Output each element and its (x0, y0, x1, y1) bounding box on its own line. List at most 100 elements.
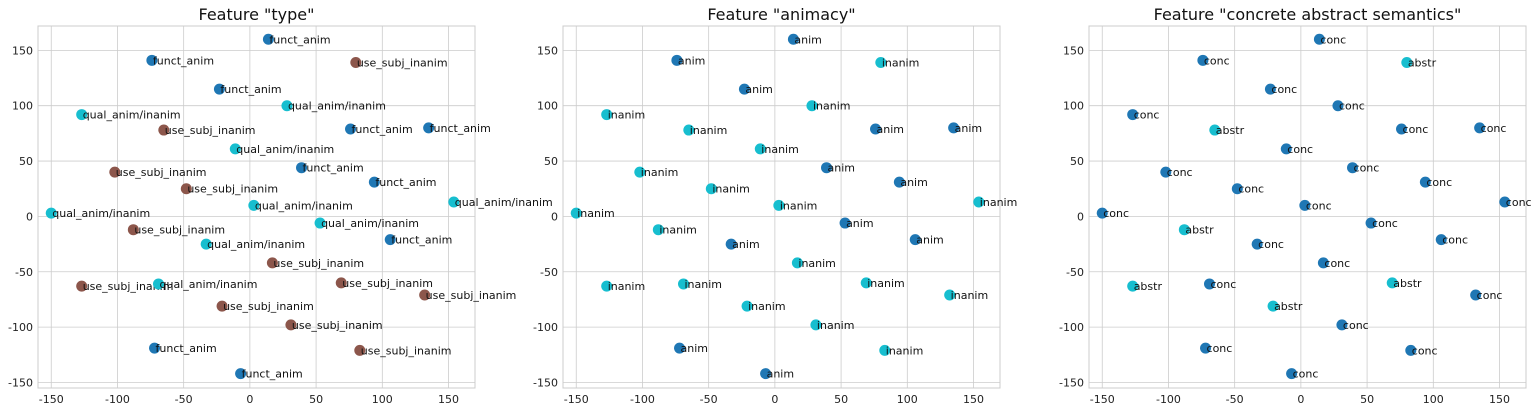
data-point-label: anim (828, 162, 855, 175)
data-point (1096, 207, 1108, 219)
x-tick-label: -100 (105, 393, 130, 406)
data-point-label: qual_anim/inanim (160, 278, 258, 291)
data-point (285, 319, 297, 331)
y-tick-label: -100 (1059, 321, 1084, 334)
data-point (810, 319, 822, 331)
data-point (76, 109, 88, 121)
data-point-label: use_subj_inanim (361, 344, 452, 357)
y-tick-label: 50 (19, 155, 33, 168)
y-tick-label: 150 (1063, 44, 1084, 57)
data-point-label: abstr (1216, 124, 1245, 137)
data-point (1197, 54, 1209, 66)
y-tick-label: -100 (8, 321, 33, 334)
x-tick-label: 150 (963, 393, 984, 406)
data-point-label: use_subj_inanim (165, 124, 256, 137)
data-point-label: conc (1403, 123, 1429, 136)
data-point (314, 217, 326, 229)
y-tick-label: 150 (537, 44, 558, 57)
data-point (570, 207, 582, 219)
x-tick-label: -150 (1090, 393, 1115, 406)
chart-title: Feature "animacy" (707, 5, 855, 24)
x-tick-label: 100 (1423, 393, 1444, 406)
data-point (760, 368, 772, 380)
data-point (76, 280, 88, 292)
data-point-label: use_subj_inanim (426, 289, 517, 302)
data-point-label: qual_anim/inanim (236, 143, 334, 156)
data-point-label: conc (1134, 109, 1160, 122)
data-point (1419, 176, 1431, 188)
x-tick-label: -50 (175, 393, 193, 406)
data-point (1286, 368, 1298, 380)
x-tick-label: 150 (1489, 393, 1510, 406)
data-point-label: anim (916, 234, 943, 247)
data-point (1499, 196, 1511, 208)
data-point-label: use_subj_inanim (292, 319, 383, 332)
data-point (1127, 109, 1139, 121)
data-point-label: use_subj_inanim (223, 300, 314, 313)
data-point (893, 176, 905, 188)
data-point-label: abstr (1185, 224, 1214, 237)
data-point-label: funct_anim (242, 368, 303, 381)
x-tick-label: -100 (630, 393, 655, 406)
data-point (821, 162, 833, 174)
data-point (671, 54, 683, 66)
x-tick-label: 50 (309, 393, 323, 406)
y-tick-label: 100 (12, 100, 33, 113)
data-point-label: conc (1238, 183, 1264, 196)
data-point (1405, 344, 1417, 356)
data-point-label: conc (1506, 196, 1532, 209)
x-tick-label: 0 (1297, 393, 1304, 406)
data-point-label: abstr (1134, 280, 1163, 293)
data-point (1396, 123, 1408, 135)
data-point-label: abstr (1274, 300, 1303, 313)
data-point-label: funct_anim (220, 83, 281, 96)
data-point-label: inanim (712, 183, 750, 196)
data-point-label: anim (732, 238, 759, 251)
data-point-label: funct_anim (430, 122, 491, 135)
data-point (1231, 183, 1243, 195)
data-point (909, 234, 921, 246)
data-point-label: use_subj_inanim (134, 224, 225, 237)
data-point-label: conc (1293, 368, 1319, 381)
data-point (153, 278, 165, 290)
data-point (674, 342, 686, 354)
data-point-label: funct_anim (391, 234, 452, 247)
y-tick-label: 0 (1077, 210, 1084, 223)
y-tick-label: -150 (1059, 376, 1084, 389)
data-point (944, 289, 956, 301)
data-point-label: anim (794, 33, 821, 46)
data-point (870, 123, 882, 135)
data-point-label: inanim (813, 100, 851, 113)
data-point (1200, 342, 1212, 354)
data-point (879, 344, 891, 356)
data-point (773, 199, 785, 211)
data-point (262, 33, 274, 45)
data-point (1209, 124, 1221, 136)
data-point (1470, 289, 1482, 301)
data-point-label: funct_anim (269, 33, 330, 46)
data-point (1435, 234, 1447, 246)
data-point-label: inanim (608, 109, 646, 122)
data-point (683, 124, 695, 136)
data-point-label: use_subj_inanim (273, 257, 364, 270)
y-tick-label: 150 (12, 44, 33, 57)
data-point-label: anim (846, 217, 873, 230)
data-point (1264, 83, 1276, 95)
data-point-label: inanim (685, 278, 723, 291)
y-tick-label: -50 (1066, 266, 1084, 279)
chart-title: Feature "type" (198, 5, 314, 24)
data-point-label: conc (1320, 33, 1346, 46)
data-point-label: anim (955, 122, 982, 135)
x-tick-label: -50 (700, 393, 718, 406)
data-point-label: funct_anim (156, 342, 217, 355)
data-point-label: conc (1103, 207, 1129, 220)
y-tick-label: 0 (551, 210, 558, 223)
data-point-label: anim (900, 176, 927, 189)
data-point (875, 57, 887, 69)
data-point-label: qual_anim/inanim (83, 109, 181, 122)
x-tick-label: -150 (564, 393, 589, 406)
data-point-label: funct_anim (303, 162, 364, 175)
y-tick-label: 50 (1070, 155, 1084, 168)
data-point-label: qual_anim/inanim (321, 217, 419, 230)
data-point-label: qual_anim/inanim (255, 199, 353, 212)
